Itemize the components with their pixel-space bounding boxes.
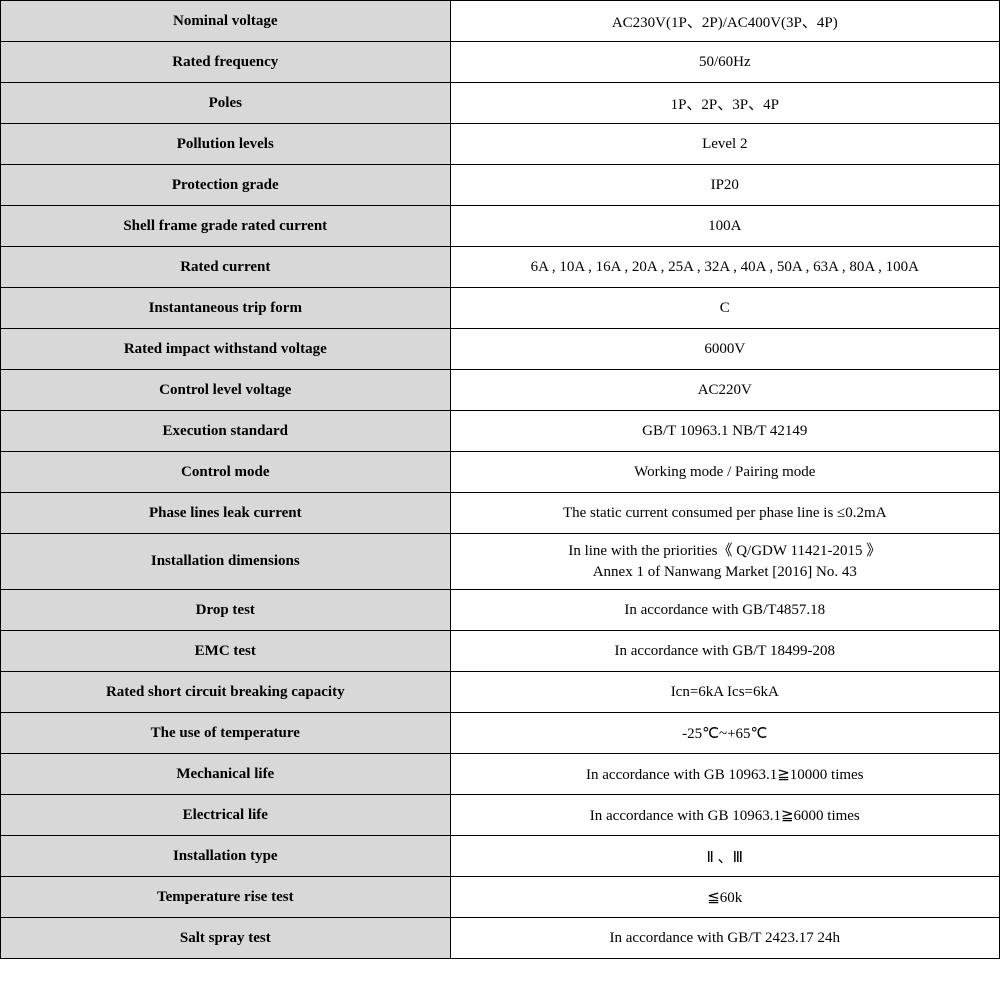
spec-value: In accordance with GB/T4857.18	[450, 590, 999, 631]
spec-value: 6A , 10A , 16A , 20A , 25A , 32A , 40A ,…	[450, 247, 999, 288]
spec-value: In accordance with GB/T 2423.17 24h	[450, 918, 999, 959]
spec-label: Shell frame grade rated current	[1, 206, 451, 247]
spec-value: 50/60Hz	[450, 42, 999, 83]
spec-value: Ⅱ 、Ⅲ	[450, 836, 999, 877]
spec-label: Rated current	[1, 247, 451, 288]
table-row: The use of temperature-25℃~+65℃	[1, 713, 1000, 754]
spec-value: Icn=6kA Ics=6kA	[450, 672, 999, 713]
table-row: Rated impact withstand voltage6000V	[1, 329, 1000, 370]
spec-value: 1P、2P、3P、4P	[450, 83, 999, 124]
table-row: Pollution levelsLevel 2	[1, 124, 1000, 165]
table-row: Phase lines leak currentThe static curre…	[1, 493, 1000, 534]
spec-label: Installation type	[1, 836, 451, 877]
spec-label: Rated frequency	[1, 42, 451, 83]
spec-label: The use of temperature	[1, 713, 451, 754]
spec-value: In accordance with GB 10963.1≧10000 time…	[450, 754, 999, 795]
spec-value: In line with the priorities《 Q/GDW 11421…	[450, 534, 999, 590]
table-row: Control level voltageAC220V	[1, 370, 1000, 411]
table-row: Installation typeⅡ 、Ⅲ	[1, 836, 1000, 877]
spec-label: Drop test	[1, 590, 451, 631]
spec-label: Electrical life	[1, 795, 451, 836]
spec-value: GB/T 10963.1 NB/T 42149	[450, 411, 999, 452]
spec-value: 100A	[450, 206, 999, 247]
table-row: Shell frame grade rated current100A	[1, 206, 1000, 247]
spec-label: Rated short circuit breaking capacity	[1, 672, 451, 713]
table-row: Salt spray testIn accordance with GB/T 2…	[1, 918, 1000, 959]
table-row: Rated short circuit breaking capacityIcn…	[1, 672, 1000, 713]
spec-value: C	[450, 288, 999, 329]
table-row: Execution standardGB/T 10963.1 NB/T 4214…	[1, 411, 1000, 452]
spec-label: Instantaneous trip form	[1, 288, 451, 329]
spec-value: Level 2	[450, 124, 999, 165]
spec-value: In accordance with GB/T 18499-208	[450, 631, 999, 672]
spec-value: IP20	[450, 165, 999, 206]
spec-label: Nominal voltage	[1, 1, 451, 42]
spec-value: AC230V(1P、2P)/AC400V(3P、4P)	[450, 1, 999, 42]
spec-label: Protection grade	[1, 165, 451, 206]
spec-value: ≦60k	[450, 877, 999, 918]
spec-label: Pollution levels	[1, 124, 451, 165]
spec-label: Temperature rise test	[1, 877, 451, 918]
spec-label: Salt spray test	[1, 918, 451, 959]
table-row: Mechanical lifeIn accordance with GB 109…	[1, 754, 1000, 795]
table-row: Drop testIn accordance with GB/T4857.18	[1, 590, 1000, 631]
spec-label: Execution standard	[1, 411, 451, 452]
spec-label: Control mode	[1, 452, 451, 493]
table-row: Temperature rise test≦60k	[1, 877, 1000, 918]
table-row: Protection gradeIP20	[1, 165, 1000, 206]
table-row: Rated frequency50/60Hz	[1, 42, 1000, 83]
spec-value: AC220V	[450, 370, 999, 411]
spec-value: -25℃~+65℃	[450, 713, 999, 754]
spec-label: Control level voltage	[1, 370, 451, 411]
spec-value: Working mode / Pairing mode	[450, 452, 999, 493]
table-row: Poles1P、2P、3P、4P	[1, 83, 1000, 124]
table-row: Installation dimensionsIn line with the …	[1, 534, 1000, 590]
table-row: Instantaneous trip formC	[1, 288, 1000, 329]
table-row: Electrical lifeIn accordance with GB 109…	[1, 795, 1000, 836]
spec-label: Installation dimensions	[1, 534, 451, 590]
spec-label: Rated impact withstand voltage	[1, 329, 451, 370]
spec-label: Poles	[1, 83, 451, 124]
table-row: Nominal voltageAC230V(1P、2P)/AC400V(3P、4…	[1, 1, 1000, 42]
spec-label: Mechanical life	[1, 754, 451, 795]
table-row: EMC testIn accordance with GB/T 18499-20…	[1, 631, 1000, 672]
table-row: Control modeWorking mode / Pairing mode	[1, 452, 1000, 493]
table-row: Rated current6A , 10A , 16A , 20A , 25A …	[1, 247, 1000, 288]
spec-label: EMC test	[1, 631, 451, 672]
spec-label: Phase lines leak current	[1, 493, 451, 534]
spec-table: Nominal voltageAC230V(1P、2P)/AC400V(3P、4…	[0, 0, 1000, 959]
spec-value: 6000V	[450, 329, 999, 370]
spec-value: The static current consumed per phase li…	[450, 493, 999, 534]
spec-value: In accordance with GB 10963.1≧6000 times	[450, 795, 999, 836]
